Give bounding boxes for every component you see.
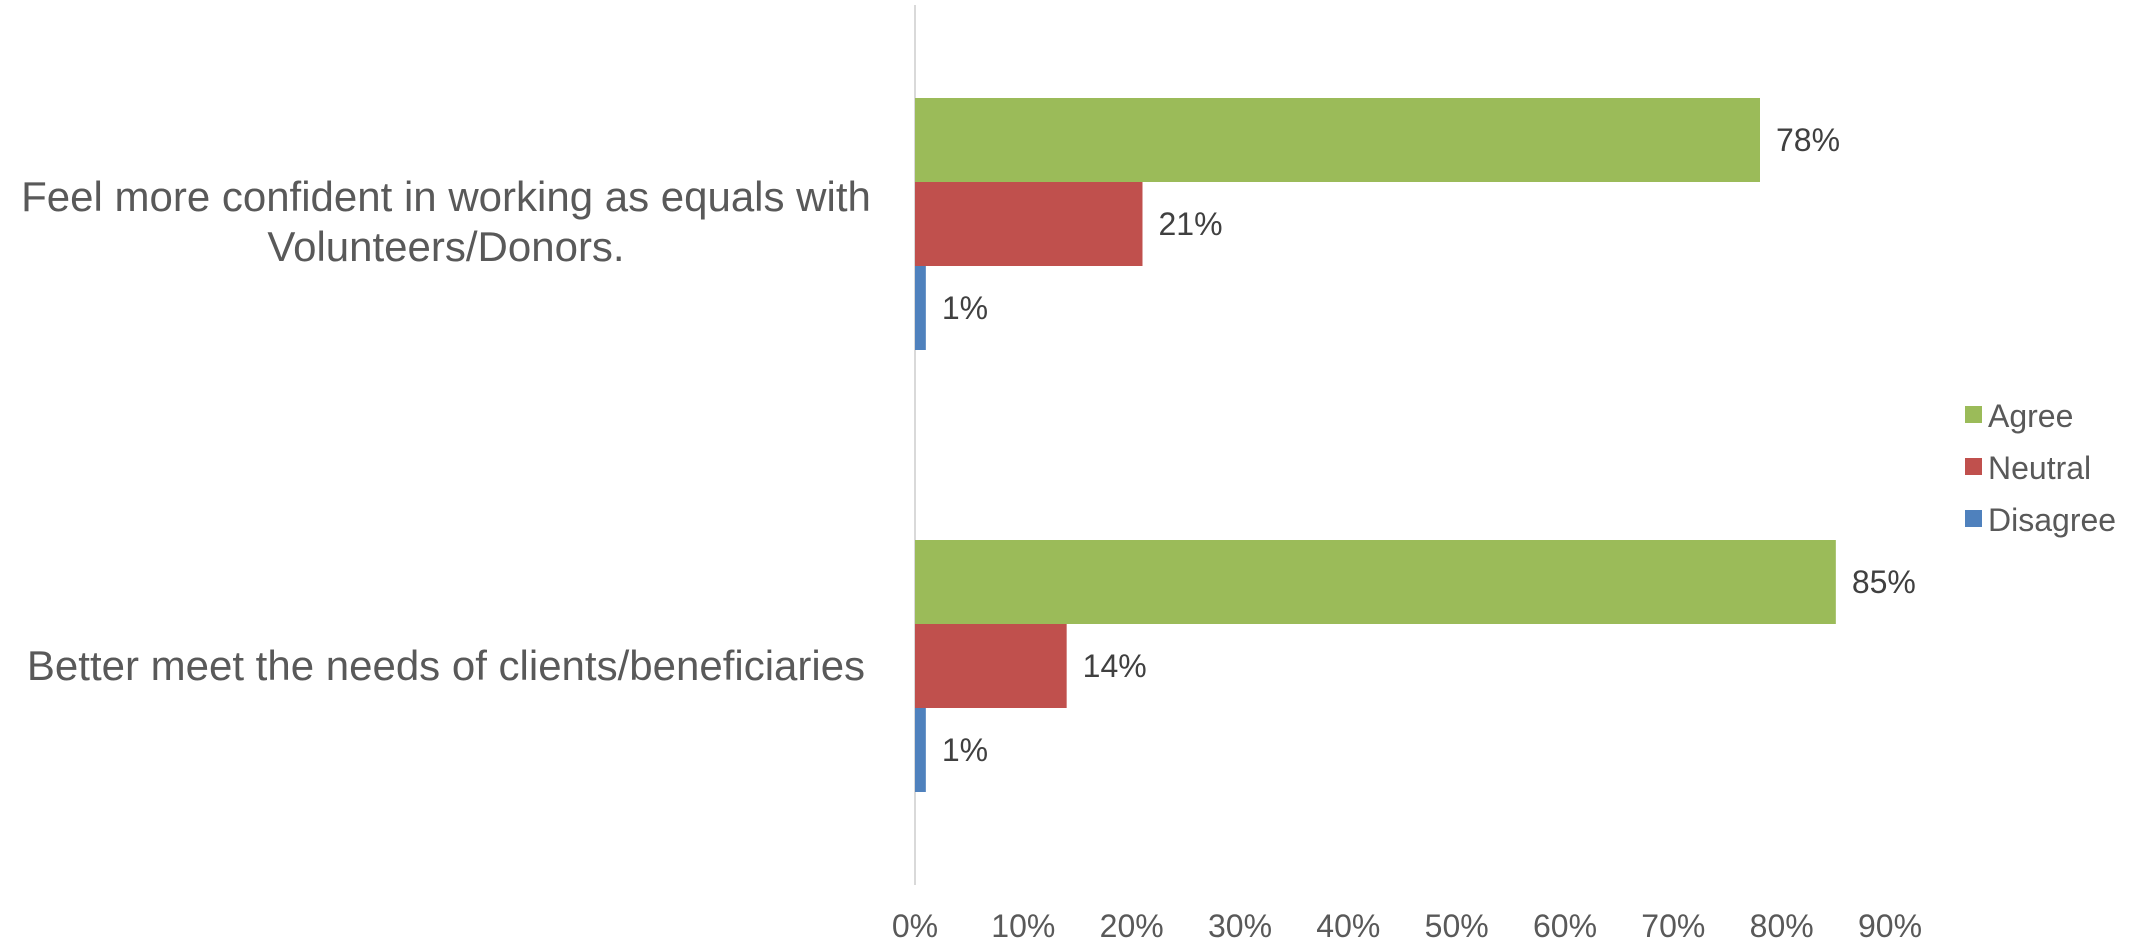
category-labels-group: Feel more confident in working as equals… [21,173,871,689]
x-tick-label-5: 50% [1425,908,1489,940]
x-tick-label-4: 40% [1316,908,1380,940]
legend-swatch-agree [1965,406,1982,423]
category-label-0-line-0: Feel more confident in working as equals… [21,173,871,220]
x-tick-label-7: 70% [1641,908,1705,940]
legend: Agree Neutral Disagree [1965,398,2116,538]
bar-neutral-0 [915,182,1143,266]
x-tick-label-1: 10% [991,908,1055,940]
x-tick-label-6: 60% [1533,908,1597,940]
x-tick-label-2: 20% [1100,908,1164,940]
data-label-neutral-1: 14% [1083,648,1147,684]
category-label-0-line-1: Volunteers/Donors. [267,223,624,270]
data-label-agree-1: 85% [1852,564,1916,600]
bars-group [915,98,1836,792]
bar-disagree-0 [915,266,926,350]
legend-label-disagree: Disagree [1988,502,2116,538]
x-tick-label-8: 80% [1750,908,1814,940]
x-tick-label-0: 0% [892,908,938,940]
bar-agree-1 [915,540,1836,624]
legend-label-agree: Agree [1988,398,2073,434]
bar-neutral-1 [915,624,1067,708]
data-label-agree-0: 78% [1776,122,1840,158]
category-label-1-line-0: Better meet the needs of clients/benefic… [27,642,865,689]
legend-swatch-disagree [1965,510,1982,527]
data-label-disagree-0: 1% [942,290,988,326]
x-tick-label-9: 90% [1858,908,1922,940]
bar-agree-0 [915,98,1760,182]
data-label-disagree-1: 1% [942,732,988,768]
data-label-neutral-0: 21% [1159,206,1223,242]
legend-label-neutral: Neutral [1988,450,2091,486]
legend-swatch-neutral [1965,458,1982,475]
bar-disagree-1 [915,708,926,792]
x-tick-label-3: 30% [1208,908,1272,940]
x-axis-ticks: 0% 10% 20% 30% 40% 50% 60% 70% 80% 90% [892,908,1922,940]
data-labels-group: 78% 21% 1% 85% 14% 1% [942,122,1916,768]
